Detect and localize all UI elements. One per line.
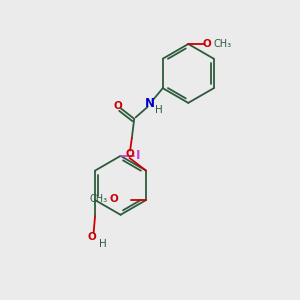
Text: CH₃: CH₃ <box>214 39 232 49</box>
Text: I: I <box>136 149 140 162</box>
Text: H: H <box>155 105 163 115</box>
Text: O: O <box>88 232 97 242</box>
Text: O: O <box>114 101 122 111</box>
Text: O: O <box>125 149 134 159</box>
Text: N: N <box>145 97 154 110</box>
Text: H: H <box>98 239 106 249</box>
Text: O: O <box>110 194 118 204</box>
Text: O: O <box>203 39 212 49</box>
Text: CH₃: CH₃ <box>90 194 108 204</box>
